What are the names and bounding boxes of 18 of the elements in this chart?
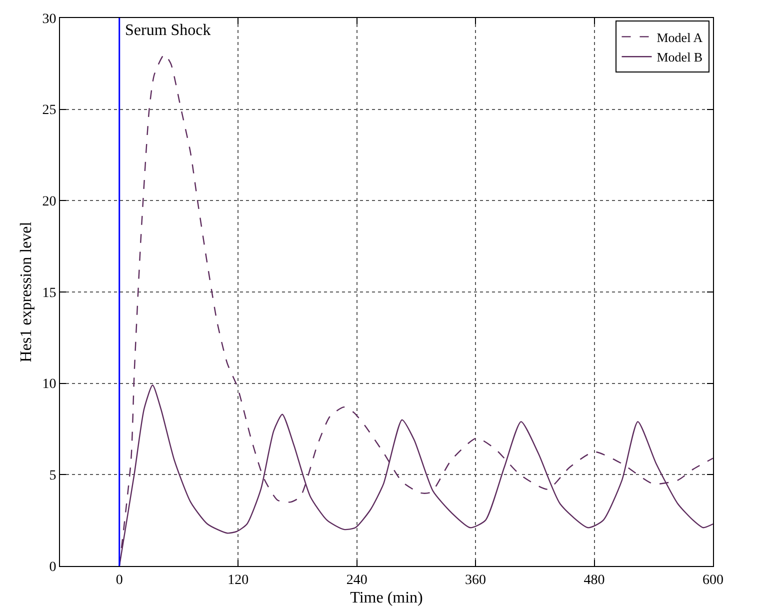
- y-tick-label: 10: [42, 377, 56, 392]
- y-tick-label: 20: [42, 194, 56, 210]
- ref-line-label: Serum Shock: [125, 22, 211, 39]
- y-tick-label: 25: [42, 103, 56, 118]
- x-tick-label: 600: [702, 572, 724, 588]
- x-tick-label: 480: [584, 572, 605, 588]
- y-axis-title: Hes1 expression level: [18, 221, 36, 362]
- x-tick-label: 120: [228, 572, 249, 588]
- x-tick-label: 360: [465, 572, 486, 588]
- y-tick-label: 0: [49, 560, 56, 575]
- y-tick-label: 15: [42, 286, 56, 301]
- x-tick-label: 240: [346, 572, 368, 588]
- y-tick-label: 5: [49, 468, 56, 484]
- x-axis-title: Time (min): [350, 590, 423, 606]
- x-tick-label: 0: [116, 572, 123, 588]
- y-tick-label: 30: [42, 12, 56, 27]
- legend-label: Model B: [656, 50, 703, 65]
- legend-label: Model A: [656, 30, 704, 45]
